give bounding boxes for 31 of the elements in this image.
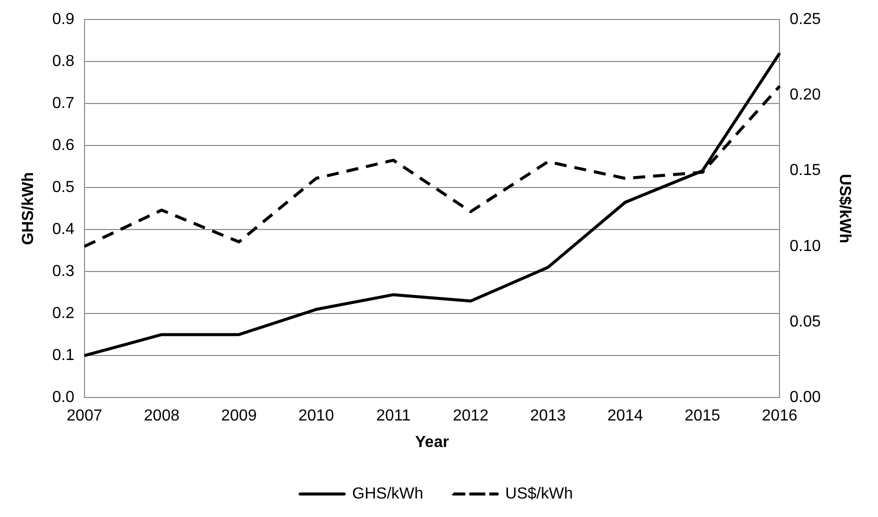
x-tick-label: 2012 xyxy=(452,408,489,425)
y-tick-label: 0.4 xyxy=(52,221,75,238)
y2-tick-label: 0.10 xyxy=(790,238,821,255)
y2-axis-title: US$/kWh xyxy=(836,174,853,244)
y2-tick-label: 0.20 xyxy=(790,86,821,104)
y2-tick-label: 0.00 xyxy=(790,389,821,406)
y2-tick-label: 0.05 xyxy=(790,313,821,330)
y-tick-label: 0.0 xyxy=(52,389,75,406)
x-tick-label: 2008 xyxy=(144,408,180,425)
y-tick-label: 0.2 xyxy=(52,305,75,322)
legend-label: US$/kWh xyxy=(505,485,573,502)
y-tick-label: 0.9 xyxy=(52,11,75,28)
x-tick-label: 2015 xyxy=(684,408,720,425)
y-tick-label: 0.8 xyxy=(52,53,75,70)
x-tick-label: 2007 xyxy=(66,408,102,425)
y-tick-label: 0.7 xyxy=(52,95,75,112)
x-tick-label: 2010 xyxy=(298,408,334,425)
y-tick-label: 0.6 xyxy=(52,137,75,154)
y-tick-label: 0.3 xyxy=(52,263,75,280)
x-tick-label: 2009 xyxy=(221,408,257,425)
x-tick-label: 2013 xyxy=(530,408,566,425)
y-tick-label: 0.5 xyxy=(52,179,75,196)
y2-tick-label: 0.25 xyxy=(790,11,821,28)
x-tick-label: 2016 xyxy=(762,408,798,425)
x-axis-title: Year xyxy=(415,434,449,451)
y-axis-title: GHS/kWh xyxy=(20,172,38,246)
y-tick-label: 0.1 xyxy=(52,347,75,364)
legend-label: GHS/kWh xyxy=(352,485,424,502)
x-tick-label: 2014 xyxy=(607,408,644,425)
y2-tick-label: 0.15 xyxy=(790,162,821,180)
x-tick-label: 2011 xyxy=(376,408,411,425)
